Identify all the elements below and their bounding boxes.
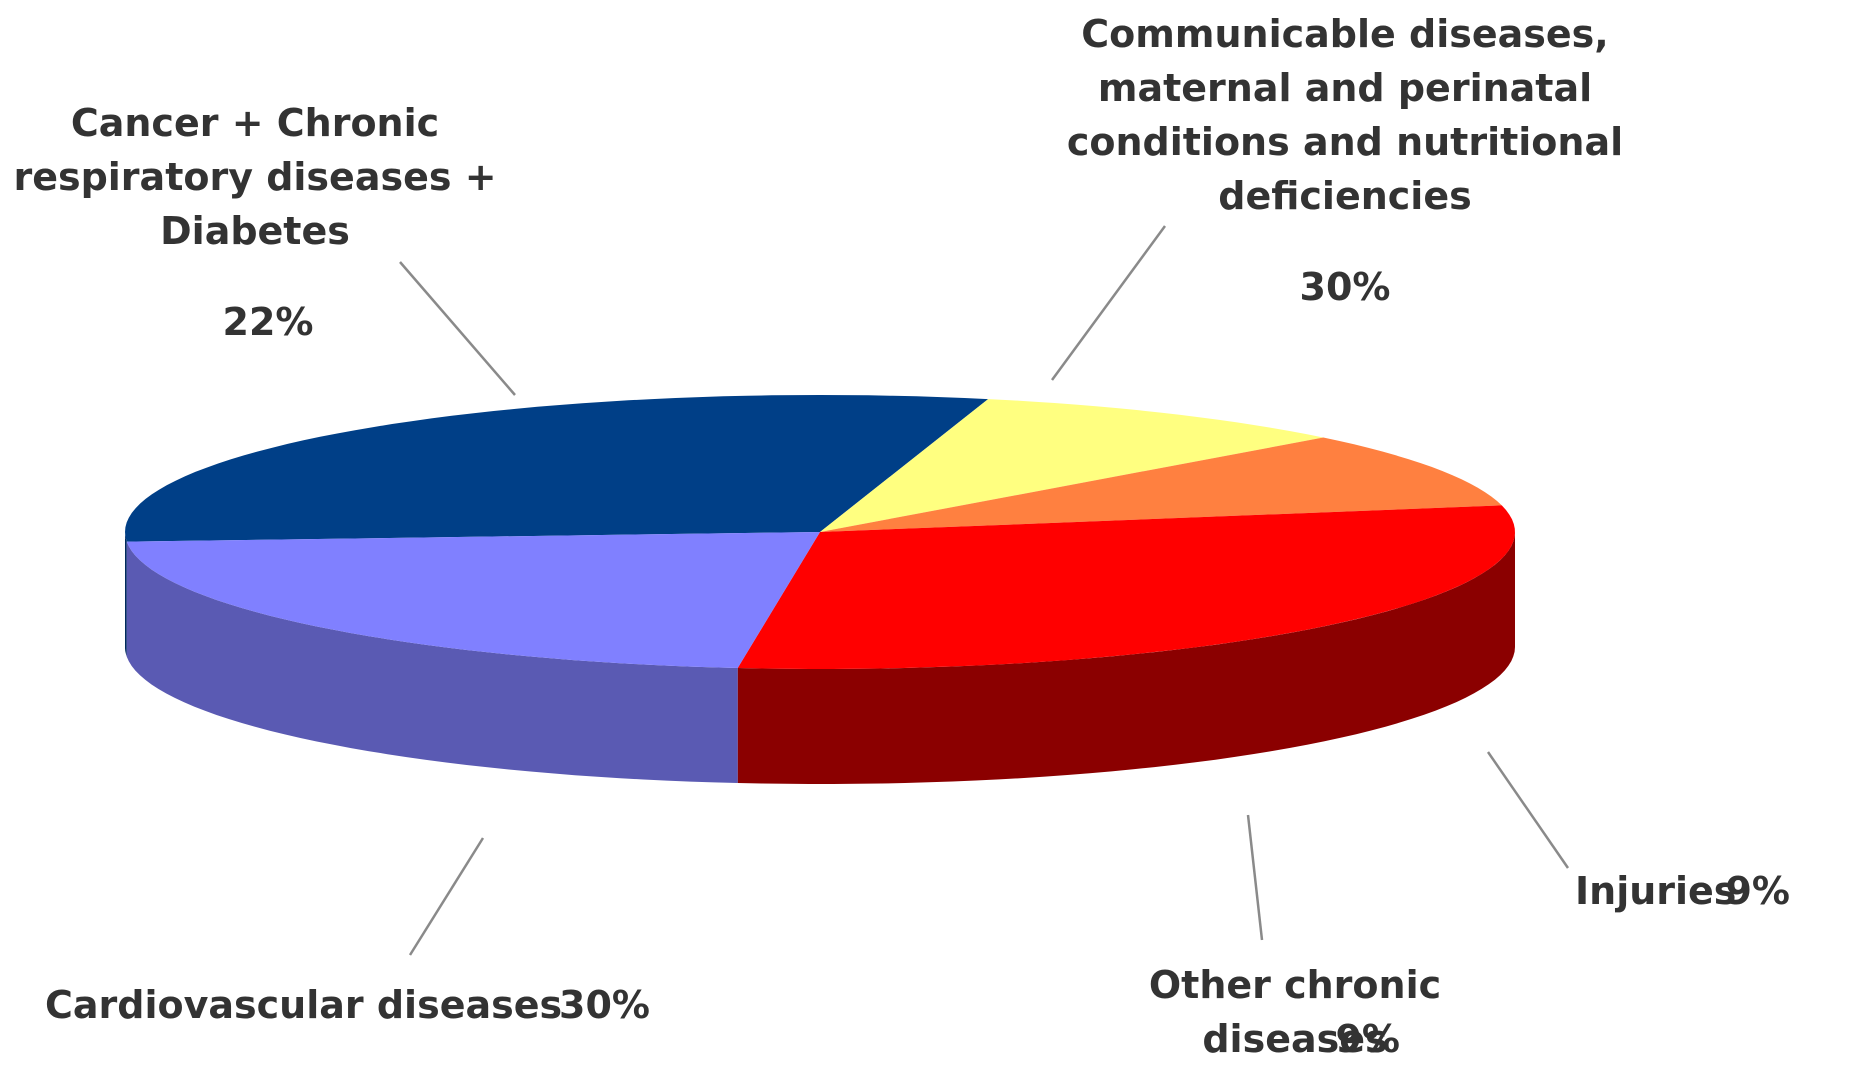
slice-2-label-line: Other chronic bbox=[1149, 963, 1441, 1007]
slice-4-label-line: respiratory diseases + bbox=[13, 155, 496, 199]
slice-1-percent-label: 9% bbox=[1725, 869, 1790, 913]
slice-3-side bbox=[737, 532, 1515, 784]
slice-labels: Communicable diseases, maternal and perin… bbox=[13, 12, 1790, 1061]
slice-1-leader-line bbox=[1486, 751, 1570, 869]
slice-2-percent-label: 9% bbox=[1335, 1017, 1400, 1061]
slice-0-label-line: Communicable diseases, bbox=[1081, 12, 1608, 56]
slice-0-label-line: conditions and nutritional bbox=[1067, 120, 1623, 164]
slice-0-label-line: deficiencies bbox=[1218, 174, 1471, 218]
slice-3-percent-label: 30% bbox=[559, 983, 650, 1027]
slice-4-side bbox=[126, 541, 738, 783]
slice-1-label-line: Injuries bbox=[1575, 869, 1736, 913]
slice-1-top bbox=[820, 399, 1324, 532]
slice-4-percent-label: 22% bbox=[223, 300, 314, 344]
slice-0-side bbox=[125, 532, 127, 657]
pie-sides bbox=[125, 532, 1515, 784]
slice-4-label-line: Cancer + Chronic bbox=[71, 101, 439, 145]
slice-2-label-line: diseases bbox=[1202, 1017, 1387, 1061]
slice-3-label-line: Cardiovascular diseases bbox=[45, 983, 562, 1027]
slice-3-top bbox=[737, 505, 1515, 669]
slice-0-percent-label: 30% bbox=[1300, 265, 1391, 309]
slice-0-leader-line bbox=[1050, 225, 1167, 381]
slice-4-top bbox=[126, 532, 820, 668]
slice-3-leader-line bbox=[408, 837, 485, 956]
slice-2-top bbox=[820, 437, 1502, 532]
slice-2-leader-line bbox=[1246, 814, 1264, 941]
slice-4-leader-line bbox=[399, 261, 516, 396]
slice-0-top bbox=[125, 395, 989, 542]
pie-tops bbox=[125, 395, 1515, 669]
leader-lines bbox=[399, 225, 1570, 956]
slice-0-label-line: maternal and perinatal bbox=[1098, 66, 1592, 110]
slice-4-label-line: Diabetes bbox=[160, 209, 350, 253]
